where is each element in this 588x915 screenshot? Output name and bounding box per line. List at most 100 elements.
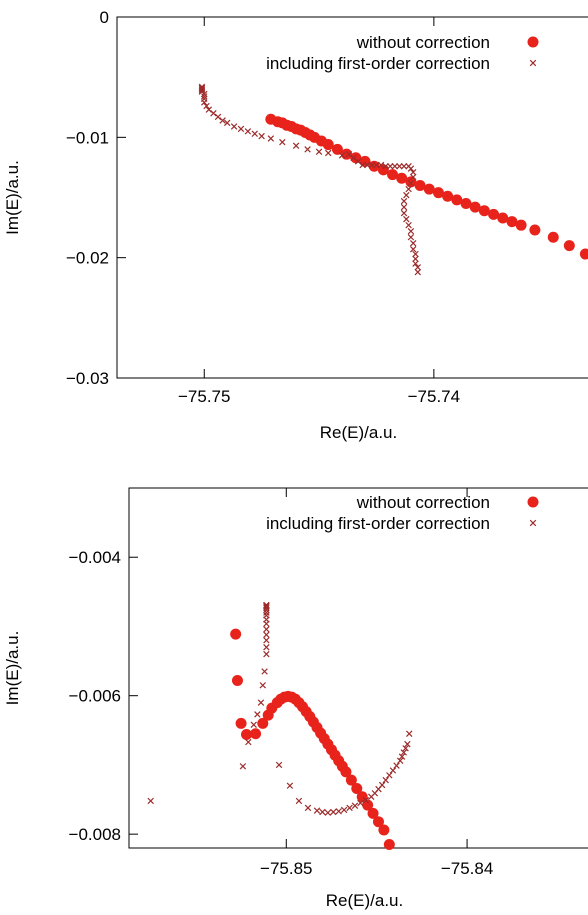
data-point-cross bbox=[407, 165, 415, 172]
legend-marker-circle bbox=[527, 36, 539, 48]
data-point-cross bbox=[245, 738, 252, 746]
x-axis-label: Re(E)/a.u. bbox=[320, 423, 397, 442]
x-tick-label: −75.84 bbox=[441, 859, 493, 878]
data-point-cross bbox=[362, 797, 370, 804]
data-point-cross bbox=[409, 246, 417, 253]
data-point-cross bbox=[409, 169, 417, 176]
data-point-cross bbox=[405, 730, 413, 737]
data-point-cross bbox=[304, 804, 312, 812]
legend-label-first-order-correction: including first-order correction bbox=[266, 514, 490, 533]
data-point-circle bbox=[345, 774, 357, 786]
data-point-cross bbox=[201, 90, 208, 98]
data-point-cross bbox=[414, 264, 422, 271]
data-point-circle bbox=[405, 176, 417, 188]
data-point-cross bbox=[267, 135, 275, 142]
data-point-circle bbox=[378, 824, 390, 836]
data-point-cross bbox=[244, 128, 252, 135]
data-point-cross bbox=[405, 185, 412, 193]
y-tick-label: −0.004 bbox=[69, 548, 121, 567]
data-point-cross bbox=[402, 745, 409, 752]
x-tick-label: −75.85 bbox=[260, 859, 312, 878]
data-point-cross bbox=[286, 782, 294, 789]
data-point-cross bbox=[403, 191, 410, 199]
data-point-cross bbox=[382, 776, 389, 784]
data-point-cross bbox=[351, 802, 359, 809]
data-point-cross bbox=[345, 150, 353, 158]
data-point-cross bbox=[393, 762, 400, 769]
data-point-cross bbox=[409, 173, 417, 181]
data-point-cross bbox=[364, 161, 371, 169]
data-point-cross bbox=[205, 106, 213, 113]
y-tick-label: −0.02 bbox=[66, 249, 109, 268]
data-point-circle bbox=[529, 224, 541, 236]
x-axis-label: Re(E)/a.u. bbox=[326, 891, 403, 910]
y-tick-label: −0.03 bbox=[66, 369, 109, 388]
x-tick-label: −75.75 bbox=[178, 387, 230, 406]
data-point-cross bbox=[263, 644, 270, 651]
data-point-circle bbox=[368, 160, 380, 172]
data-point-cross bbox=[219, 117, 226, 124]
data-point-cross bbox=[396, 757, 404, 764]
data-point-cross bbox=[237, 125, 245, 133]
data-point-circle bbox=[235, 717, 247, 729]
data-point-circle bbox=[396, 172, 408, 184]
data-point-circle bbox=[367, 807, 379, 819]
series-without-correction bbox=[230, 628, 395, 851]
data-point-circle bbox=[322, 139, 334, 151]
data-point-cross bbox=[263, 609, 270, 616]
x-tick-label: −75.74 bbox=[408, 387, 460, 406]
series-first-order-correction bbox=[147, 601, 413, 816]
data-point-cross bbox=[201, 93, 208, 100]
data-point-cross bbox=[257, 699, 265, 706]
data-point-cross bbox=[350, 154, 357, 162]
data-point-cross bbox=[203, 102, 210, 110]
data-point-cross bbox=[382, 162, 389, 170]
data-point-cross bbox=[357, 799, 364, 807]
data-point-cross bbox=[405, 221, 412, 229]
legend: without correction including first-order … bbox=[266, 493, 539, 533]
data-point-cross bbox=[407, 179, 415, 187]
data-point-cross bbox=[147, 797, 154, 805]
data-point-cross bbox=[400, 162, 408, 170]
data-point-circle bbox=[432, 187, 444, 199]
data-point-cross bbox=[335, 808, 342, 815]
y-axis-label: Im(E)/a.u. bbox=[3, 631, 22, 706]
data-point-circle bbox=[230, 628, 242, 640]
y-tick-label: −0.008 bbox=[69, 825, 121, 844]
data-point-circle bbox=[372, 816, 384, 828]
data-point-cross bbox=[396, 162, 403, 170]
data-point-cross bbox=[292, 142, 300, 149]
legend: without correction including first-order … bbox=[266, 33, 539, 73]
legend-marker-cross bbox=[529, 59, 537, 67]
data-point-circle bbox=[579, 248, 588, 260]
data-point-cross bbox=[263, 612, 270, 619]
data-point-cross bbox=[258, 132, 265, 140]
legend-label-first-order-correction: including first-order correction bbox=[266, 54, 490, 73]
data-point-cross bbox=[214, 113, 222, 121]
data-point-cross bbox=[198, 85, 206, 93]
data-point-circle bbox=[250, 728, 262, 740]
data-point-cross bbox=[412, 260, 419, 267]
data-point-circle bbox=[340, 766, 352, 778]
data-point-cross bbox=[414, 268, 422, 276]
data-point-cross bbox=[378, 781, 386, 789]
data-point-cross bbox=[210, 110, 217, 117]
data-point-cross bbox=[368, 161, 376, 169]
data-point-cross bbox=[330, 808, 337, 816]
data-point-cross bbox=[263, 631, 270, 638]
data-point-cross bbox=[377, 161, 385, 169]
data-point-cross bbox=[223, 119, 231, 127]
data-point-cross bbox=[346, 804, 353, 812]
data-point-circle bbox=[469, 201, 481, 213]
data-point-cross bbox=[403, 215, 410, 223]
data-point-cross bbox=[239, 763, 247, 770]
data-point-cross bbox=[412, 250, 419, 258]
data-point-circle bbox=[241, 728, 253, 740]
plot-frame bbox=[116, 16, 588, 379]
data-point-cross bbox=[389, 767, 397, 774]
data-point-circle bbox=[362, 799, 374, 811]
y-axis-label: Im(E)/a.u. bbox=[3, 160, 22, 235]
data-point-cross bbox=[263, 604, 270, 611]
data-point-cross bbox=[386, 772, 393, 779]
